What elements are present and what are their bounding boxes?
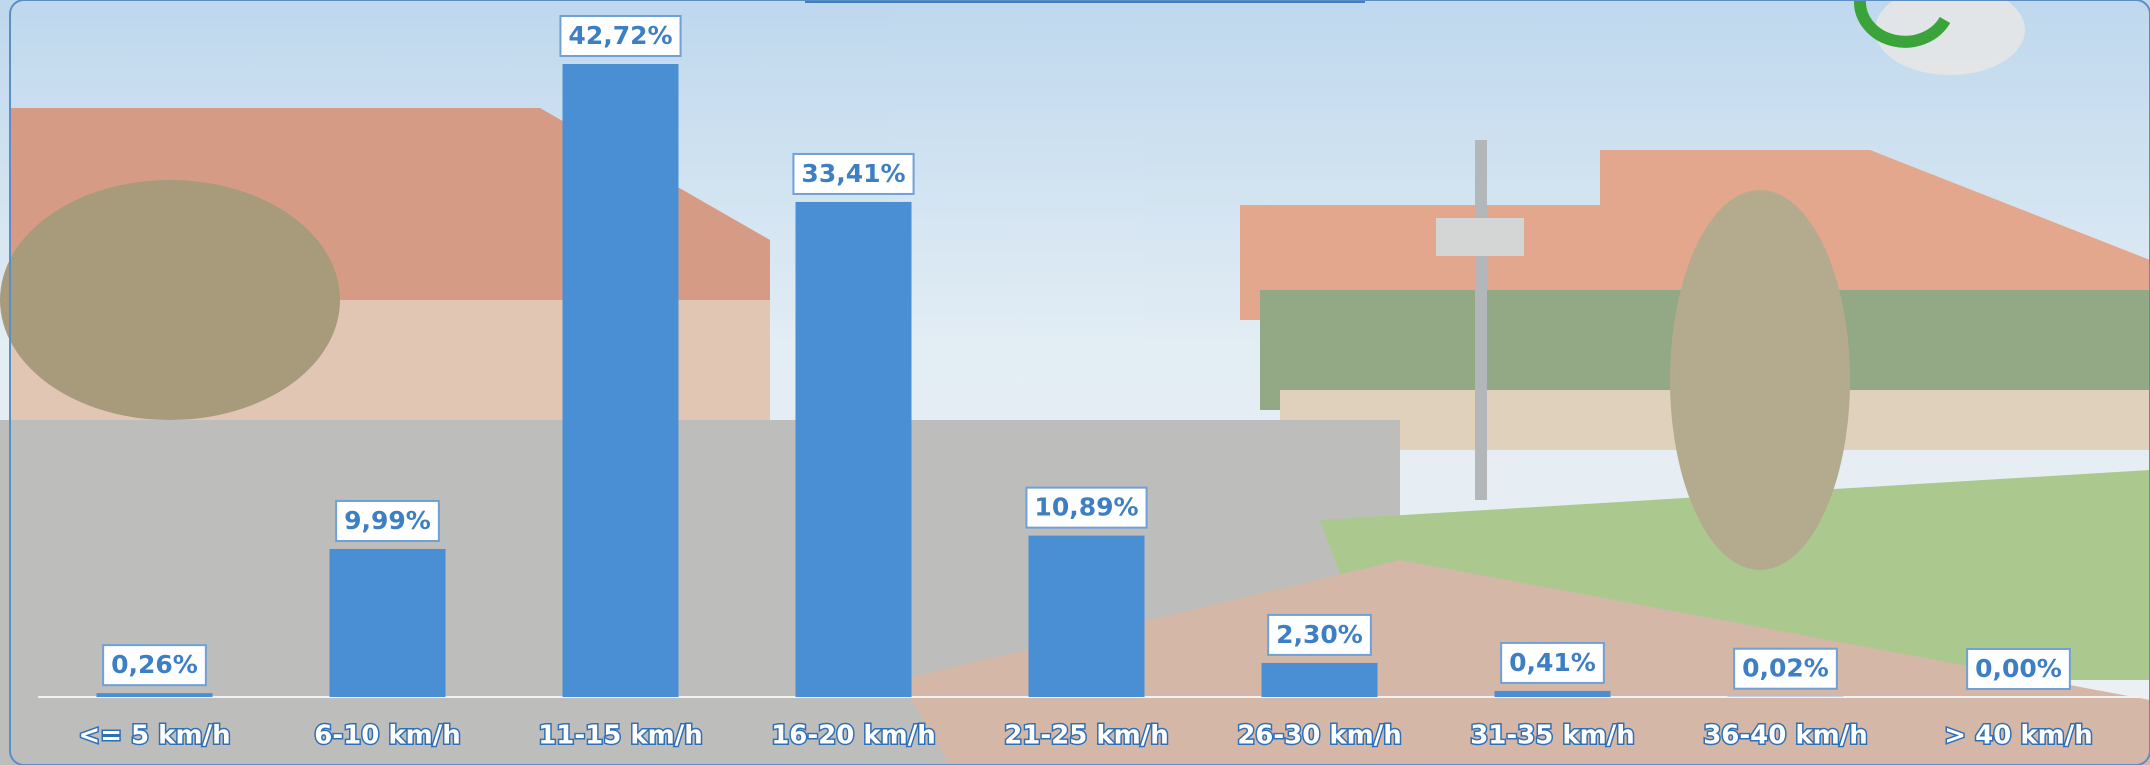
x-tick-label: > 40 km/h <box>1944 721 2092 751</box>
bar <box>1495 691 1611 697</box>
value-label: 9,99% <box>344 506 431 535</box>
bar <box>563 64 679 697</box>
x-tick-label: 21-25 km/h <box>1004 721 1169 751</box>
x-tick-label: 11-15 km/h <box>538 721 703 751</box>
bar <box>330 549 446 697</box>
bar <box>97 693 213 697</box>
x-tick-label: 31-35 km/h <box>1470 721 1635 751</box>
value-label: 0,02% <box>1742 654 1829 683</box>
x-tick-label: 36-40 km/h <box>1703 721 1868 751</box>
x-tick-label: <= 5 km/h <box>78 721 230 751</box>
value-label: 42,72% <box>568 21 672 50</box>
value-label: 2,30% <box>1276 620 1363 649</box>
bar <box>1262 663 1378 697</box>
value-label: 33,41% <box>801 159 905 188</box>
bar <box>796 202 912 697</box>
bar <box>1029 536 1145 697</box>
value-label: 0,41% <box>1509 648 1596 677</box>
x-tick-label: 16-20 km/h <box>771 721 936 751</box>
x-tick-label: 6-10 km/h <box>314 721 461 751</box>
x-tick-label: 26-30 km/h <box>1237 721 1402 751</box>
value-label: 0,26% <box>111 650 198 679</box>
value-label: 0,00% <box>1975 654 2062 683</box>
chart: 0,26% <= 5 km/h 9,99% 6-10 km/h 42,72% 11-15 … <box>0 0 2150 765</box>
value-label: 10,89% <box>1034 493 1138 522</box>
